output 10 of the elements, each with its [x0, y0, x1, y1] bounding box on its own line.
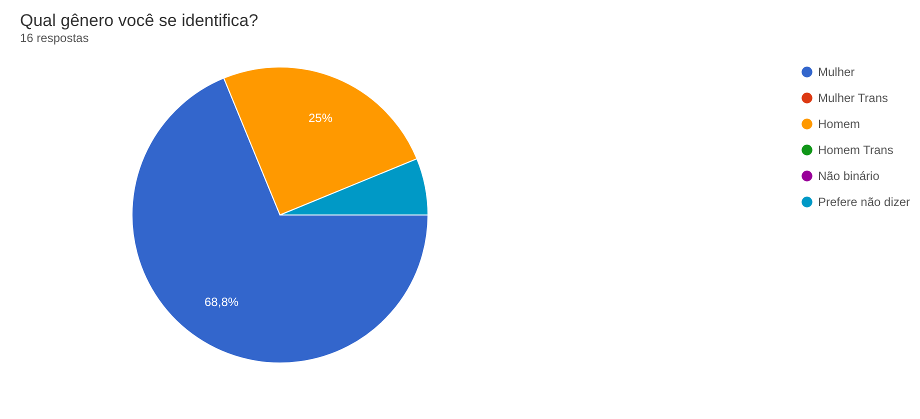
data-label: 68,8%: [204, 295, 239, 310]
legend-label: Homem Trans: [818, 143, 894, 157]
chart-subtitle: 16 respostas: [20, 31, 89, 45]
chart-title: Qual gênero você se identifica?: [20, 11, 258, 30]
legend-label: Mulher Trans: [818, 91, 888, 105]
legend-label: Homem: [818, 117, 860, 131]
legend-label: Mulher: [818, 65, 855, 79]
legend-label: Não binário: [818, 169, 880, 183]
legend-label: Prefere não dizer: [818, 195, 910, 209]
data-label: 25%: [308, 111, 333, 126]
